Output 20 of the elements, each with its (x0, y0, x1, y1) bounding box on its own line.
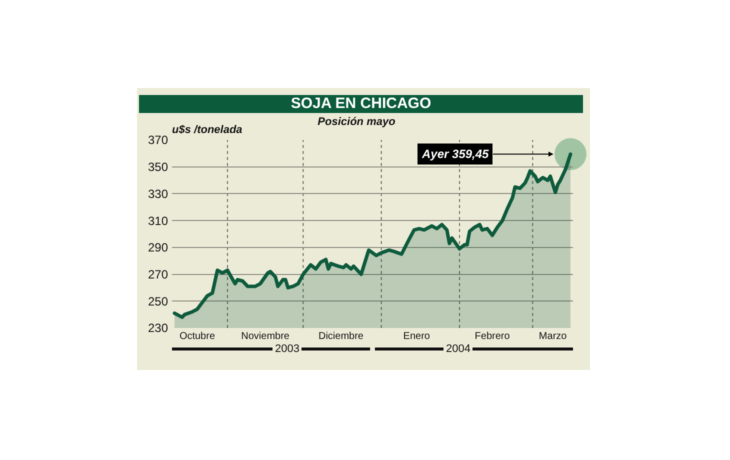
y-tick-label: 350 (148, 160, 168, 174)
y-axis-title: u$s /tonelada (172, 124, 242, 136)
chart-subtitle: Posición mayo (318, 116, 396, 128)
text: 2003 (275, 343, 300, 355)
x-tick-label: Febrero (474, 331, 510, 342)
y-tick-label: 330 (148, 186, 168, 201)
y-tick-label: 290 (148, 240, 168, 255)
text: 2004 (446, 343, 470, 355)
y-tick-label: 230 (148, 321, 168, 336)
y-tick-label: 370 (148, 133, 168, 148)
x-tick-label: Diciembre (318, 331, 364, 342)
x-tick-label: Marzo (538, 331, 568, 342)
annotation: Ayer 359,45 (421, 147, 490, 161)
x-tick-label: Enero (403, 331, 430, 342)
x-tick-label: Noviembre (241, 331, 290, 342)
y-tick-label: 270 (148, 267, 168, 282)
chart-title: SOJA EN CHICAGO (139, 95, 583, 113)
x-tick-label: Octubre (179, 331, 216, 342)
y-tick-label: 310 (148, 214, 168, 228)
y-tick-label: 250 (148, 294, 168, 308)
